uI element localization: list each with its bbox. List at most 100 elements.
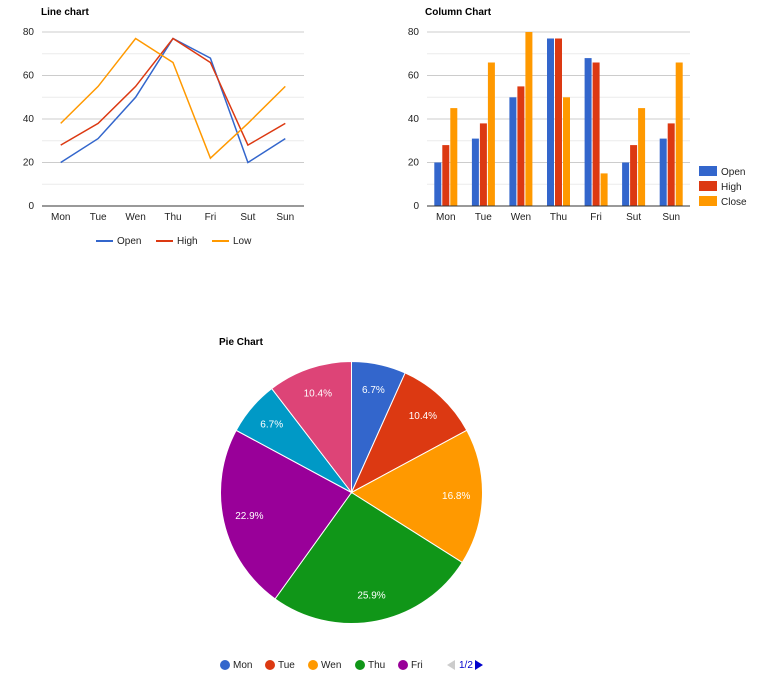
line-chart-series [60,37,286,164]
x-tick-label: Sut [626,212,641,223]
x-tick-label: Wen [125,212,145,223]
bar-close-thu[interactable] [563,97,570,207]
pie-chart-slice-labels: 6.7% 10.4% 16.8% 25.9% 22.9% 6.7% 10.4% [235,385,470,601]
x-tick-label: Mon [51,212,70,223]
bar-high-mon[interactable] [442,145,450,206]
y-tick-label: 40 [408,114,420,125]
pie-chart-slices [220,360,483,624]
bar-open-mon[interactable] [434,162,442,207]
column-chart: Column Chart 0 20 40 60 80 Mon Tue Wen Thu Fri Su… [408,7,747,223]
legend-label-high[interactable]: High [177,236,198,247]
column-chart-x-ticks: Mon Tue Wen Thu Fri Sut Sun [436,212,680,223]
pager-next-icon[interactable] [475,660,483,670]
pie-slice-label-fri: 22.9% [235,511,263,522]
line-chart-grid [42,31,304,207]
pager-prev-icon[interactable] [447,660,455,670]
bar-high-thu[interactable] [555,38,562,207]
y-tick-label: 40 [23,114,35,125]
legend-swatch-tue [265,660,275,670]
x-tick-label: Fri [590,212,602,223]
bar-high-sun[interactable] [667,123,675,206]
y-tick-label: 60 [408,71,420,82]
line-chart-y-ticks: 0 20 40 60 80 [23,27,35,212]
legend-label-high[interactable]: High [721,182,742,193]
legend-swatch-high [699,181,717,191]
bar-high-sut[interactable] [630,145,638,206]
line-chart: Line chart 0 20 40 60 80 Mon Tue Wen Thu Fri Sut S… [23,7,304,247]
y-tick-label: 60 [23,71,35,82]
legend-label-mon[interactable]: Mon [233,660,252,671]
legend-swatch-thu [355,660,365,670]
y-tick-label: 20 [408,158,420,169]
pie-slice-label-sat: 6.7% [260,420,283,431]
pie-slice-label-tue: 10.4% [409,411,437,422]
x-tick-label: Tue [475,212,492,223]
pie-slice-label-mon: 6.7% [362,385,385,396]
pie-slice-wen[interactable] [350,429,483,564]
legend-label-thu[interactable]: Thu [368,660,385,671]
bar-open-wen[interactable] [509,97,517,207]
bar-open-sun[interactable] [659,138,667,206]
y-tick-label: 0 [28,201,34,212]
legend-swatch-fri [398,660,408,670]
pie-slice-label-wen: 16.8% [442,491,470,502]
legend-label-fri[interactable]: Fri [411,660,423,671]
series-line-open[interactable] [60,37,286,164]
bar-high-tue[interactable] [479,123,487,206]
bar-high-wen[interactable] [517,86,525,206]
y-tick-label: 80 [408,27,420,38]
pie-slice-fri[interactable] [220,429,353,600]
pie-slice-label-sun: 10.4% [304,388,332,399]
x-tick-label: Sun [276,212,294,223]
series-line-high[interactable] [60,37,286,147]
pie-slice-tue[interactable] [350,372,468,494]
x-tick-label: Tue [90,212,107,223]
bar-close-fri[interactable] [600,173,608,206]
legend-label-open[interactable]: Open [117,236,141,247]
x-tick-label: Wen [511,212,531,223]
line-chart-title: Line chart [41,7,89,18]
column-chart-title: Column Chart [425,7,492,18]
column-chart-y-ticks: 0 20 40 60 80 [408,27,420,212]
legend-label-open[interactable]: Open [721,167,745,178]
legend-label-tue[interactable]: Tue [278,660,295,671]
x-tick-label: Thu [164,212,181,223]
pie-chart-legend: Mon Tue Wen Thu Fri 1/2 [220,660,483,671]
legend-label-close[interactable]: Close [721,197,747,208]
y-tick-label: 0 [413,201,419,212]
legend-swatch-wen [308,660,318,670]
pie-slice-sun[interactable] [271,360,352,494]
legend-swatch-mon [220,660,230,670]
bar-open-thu[interactable] [547,38,554,207]
series-line-low[interactable] [60,37,286,160]
bar-close-tue[interactable] [487,62,495,207]
y-tick-label: 80 [23,27,35,38]
column-chart-bars [427,32,690,207]
legend-label-wen[interactable]: Wen [321,660,341,671]
x-tick-label: Thu [550,212,567,223]
y-tick-label: 20 [23,158,35,169]
bar-open-tue[interactable] [471,138,479,206]
pie-slice-label-thu: 25.9% [357,590,385,601]
pie-chart: Pie Chart 6.7% 10.4% 16.8% 25.9% 22.9% 6.7% 10… [219,337,483,671]
bar-high-fri[interactable] [592,62,600,207]
legend-swatch-close [699,196,717,206]
x-tick-label: Mon [436,212,455,223]
bar-close-sut[interactable] [638,108,646,206]
bar-close-mon[interactable] [450,108,458,206]
bar-close-sun[interactable] [675,62,683,207]
x-tick-label: Sun [662,212,680,223]
bar-open-sut[interactable] [622,162,630,207]
legend-swatch-open [699,166,717,176]
x-tick-label: Sut [240,212,255,223]
line-chart-x-ticks: Mon Tue Wen Thu Fri Sut Sun [51,212,294,223]
legend-pager-text: 1/2 [459,660,473,671]
column-chart-legend: Open High Close [699,166,747,208]
pie-slice-thu[interactable] [274,491,463,624]
bar-close-wen[interactable] [525,32,533,206]
x-tick-label: Fri [205,212,217,223]
line-chart-legend: Open High Low [96,236,252,247]
bar-open-fri[interactable] [584,58,592,206]
legend-label-low[interactable]: Low [233,236,252,247]
